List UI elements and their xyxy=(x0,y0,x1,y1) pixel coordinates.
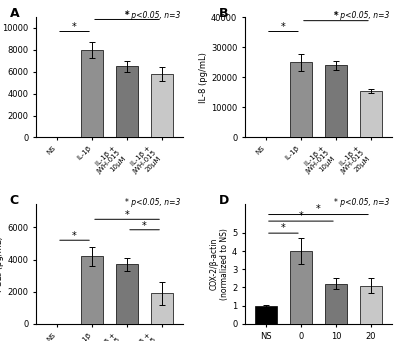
Bar xyxy=(290,62,312,137)
Text: *: * xyxy=(72,231,77,241)
Text: *: * xyxy=(125,210,130,220)
Bar xyxy=(116,66,138,137)
Text: *: * xyxy=(72,22,77,32)
Text: *: * xyxy=(142,221,147,231)
Bar xyxy=(81,50,104,137)
Text: B: B xyxy=(218,8,228,20)
Text: *: * xyxy=(316,204,321,214)
Text: *: * xyxy=(125,10,130,20)
Text: A: A xyxy=(10,8,19,20)
Bar xyxy=(360,91,382,137)
Text: * p<0.05, n=3: * p<0.05, n=3 xyxy=(125,11,180,20)
Bar xyxy=(324,284,347,324)
Bar xyxy=(290,251,312,324)
Bar xyxy=(360,286,382,324)
Text: * p<0.05, n=3: * p<0.05, n=3 xyxy=(125,197,180,207)
Text: * p<0.05, n=3: * p<0.05, n=3 xyxy=(334,11,389,20)
Y-axis label: PGE₂ (pg/mL): PGE₂ (pg/mL) xyxy=(0,236,4,292)
Bar xyxy=(324,65,347,137)
Text: *: * xyxy=(334,12,338,21)
Bar xyxy=(81,256,104,324)
Text: *: * xyxy=(281,22,286,32)
Text: *: * xyxy=(298,211,303,221)
Y-axis label: COX-2/β-actin
(normalized to NS): COX-2/β-actin (normalized to NS) xyxy=(210,228,229,300)
Text: * p<0.05, n=3: * p<0.05, n=3 xyxy=(334,197,389,207)
Y-axis label: IL-8 (pg/mL): IL-8 (pg/mL) xyxy=(199,52,208,103)
Bar xyxy=(254,306,277,324)
Bar xyxy=(151,74,174,137)
Bar xyxy=(116,264,138,324)
Text: C: C xyxy=(10,194,19,207)
Bar xyxy=(151,293,174,324)
Text: D: D xyxy=(218,194,229,207)
Text: *: * xyxy=(281,223,286,233)
